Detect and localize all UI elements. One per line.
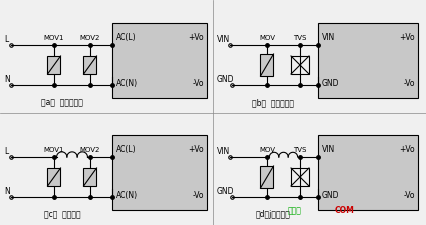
- Text: N: N: [4, 75, 10, 84]
- Text: N: N: [4, 187, 10, 196]
- Text: GND: GND: [216, 187, 234, 196]
- Text: TVS: TVS: [293, 147, 306, 153]
- Text: -Vo: -Vo: [192, 79, 204, 88]
- Bar: [290, 56, 308, 74]
- Text: TVS: TVS: [293, 35, 306, 41]
- Text: L: L: [4, 35, 8, 44]
- Text: L: L: [4, 147, 8, 156]
- Text: （b）  不恰当应用: （b） 不恰当应用: [251, 98, 294, 107]
- Bar: [112, 23, 207, 98]
- Bar: [112, 135, 207, 210]
- Text: COM: COM: [334, 206, 354, 215]
- Text: +Vo: +Vo: [188, 33, 204, 42]
- Text: AC(N): AC(N): [116, 79, 138, 88]
- Text: VIN: VIN: [216, 147, 230, 156]
- Text: +Vo: +Vo: [188, 145, 204, 154]
- Text: +Vo: +Vo: [398, 145, 414, 154]
- Text: +Vo: +Vo: [398, 33, 414, 42]
- Text: -Vo: -Vo: [192, 191, 204, 200]
- Bar: [260, 166, 273, 188]
- Bar: [47, 168, 60, 186]
- Text: （c）  推荐应用: （c） 推荐应用: [43, 210, 80, 219]
- Text: MOV: MOV: [259, 35, 274, 41]
- Text: GND: GND: [321, 191, 339, 200]
- Text: MOV: MOV: [259, 147, 274, 153]
- Bar: [290, 168, 308, 186]
- Text: MOV1: MOV1: [43, 35, 64, 41]
- Text: VIN: VIN: [321, 145, 334, 154]
- Bar: [260, 54, 273, 76]
- Text: -Vo: -Vo: [403, 191, 414, 200]
- Text: GND: GND: [321, 79, 339, 88]
- Bar: [83, 168, 96, 186]
- Text: VIN: VIN: [321, 33, 334, 42]
- Text: VIN: VIN: [216, 35, 230, 44]
- Text: AC(L): AC(L): [116, 145, 136, 154]
- Text: （a）  不恰当应用: （a） 不恰当应用: [41, 98, 83, 107]
- Text: AC(N): AC(N): [116, 191, 138, 200]
- Text: MOV2: MOV2: [80, 147, 100, 153]
- Text: AC(L): AC(L): [116, 33, 136, 42]
- Text: 接线图: 接线图: [288, 206, 301, 215]
- Text: MOV2: MOV2: [80, 35, 100, 41]
- Bar: [83, 56, 96, 74]
- Bar: [47, 56, 60, 74]
- Text: -Vo: -Vo: [403, 79, 414, 88]
- Text: GND: GND: [216, 75, 234, 84]
- Bar: [317, 135, 417, 210]
- Text: MOV1: MOV1: [43, 147, 64, 153]
- Text: （d）j推荐应用: （d）j推荐应用: [255, 210, 290, 219]
- Bar: [317, 23, 417, 98]
